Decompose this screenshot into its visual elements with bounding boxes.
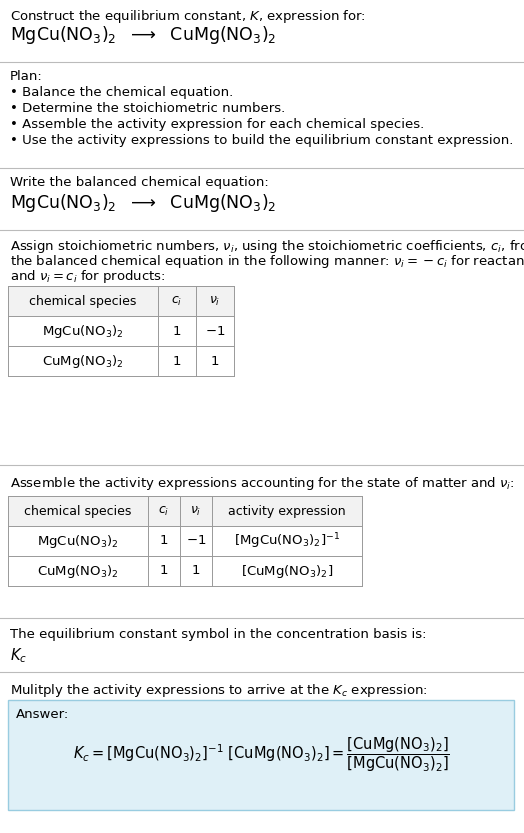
Text: • Balance the chemical equation.: • Balance the chemical equation. bbox=[10, 86, 233, 99]
Bar bbox=[8, 316, 234, 346]
Text: 1: 1 bbox=[173, 355, 181, 367]
Text: • Determine the stoichiometric numbers.: • Determine the stoichiometric numbers. bbox=[10, 102, 285, 115]
Text: $K_c$: $K_c$ bbox=[10, 646, 27, 665]
Text: Mulitply the activity expressions to arrive at the $K_c$ expression:: Mulitply the activity expressions to arr… bbox=[10, 682, 428, 699]
Text: 1: 1 bbox=[211, 355, 219, 367]
Text: MgCu(NO$_3$)$_2$  $\longrightarrow$  CuMg(NO$_3$)$_2$: MgCu(NO$_3$)$_2$ $\longrightarrow$ CuMg(… bbox=[10, 24, 277, 46]
Text: MgCu(NO$_3$)$_2$: MgCu(NO$_3$)$_2$ bbox=[42, 322, 124, 340]
Text: $\nu_i$: $\nu_i$ bbox=[209, 294, 221, 307]
Text: 1: 1 bbox=[173, 325, 181, 337]
Text: chemical species: chemical species bbox=[24, 505, 132, 517]
Text: CuMg(NO$_3$)$_2$: CuMg(NO$_3$)$_2$ bbox=[37, 562, 119, 580]
Text: • Assemble the activity expression for each chemical species.: • Assemble the activity expression for e… bbox=[10, 118, 424, 131]
Text: 1: 1 bbox=[160, 535, 168, 547]
Text: $-1$: $-1$ bbox=[205, 325, 225, 337]
Text: [CuMg(NO$_3$)$_2$]: [CuMg(NO$_3$)$_2$] bbox=[241, 562, 333, 580]
Bar bbox=[8, 496, 362, 526]
Text: [MgCu(NO$_3$)$_2$]$^{-1}$: [MgCu(NO$_3$)$_2$]$^{-1}$ bbox=[234, 531, 340, 551]
Text: chemical species: chemical species bbox=[29, 295, 137, 307]
Text: CuMg(NO$_3$)$_2$: CuMg(NO$_3$)$_2$ bbox=[42, 352, 124, 370]
Text: Assign stoichiometric numbers, $\nu_i$, using the stoichiometric coefficients, $: Assign stoichiometric numbers, $\nu_i$, … bbox=[10, 238, 524, 255]
Text: $c_i$: $c_i$ bbox=[171, 294, 183, 307]
Text: Plan:: Plan: bbox=[10, 70, 43, 83]
Text: MgCu(NO$_3$)$_2$: MgCu(NO$_3$)$_2$ bbox=[37, 532, 119, 550]
Text: Write the balanced chemical equation:: Write the balanced chemical equation: bbox=[10, 176, 269, 189]
Text: • Use the activity expressions to build the equilibrium constant expression.: • Use the activity expressions to build … bbox=[10, 134, 514, 147]
Text: 1: 1 bbox=[192, 565, 200, 577]
Text: $c_i$: $c_i$ bbox=[158, 505, 170, 517]
Text: The equilibrium constant symbol in the concentration basis is:: The equilibrium constant symbol in the c… bbox=[10, 628, 427, 641]
Bar bbox=[8, 526, 362, 556]
Text: and $\nu_i = c_i$ for products:: and $\nu_i = c_i$ for products: bbox=[10, 268, 166, 285]
Bar bbox=[8, 700, 514, 810]
Text: activity expression: activity expression bbox=[228, 505, 346, 517]
Bar bbox=[8, 346, 234, 376]
Text: $K_c = [\mathrm{MgCu(NO_3)_2}]^{-1}\ [\mathrm{CuMg(NO_3)_2}] = \dfrac{[\mathrm{C: $K_c = [\mathrm{MgCu(NO_3)_2}]^{-1}\ [\m… bbox=[73, 736, 450, 775]
Text: $\nu_i$: $\nu_i$ bbox=[190, 505, 202, 517]
Bar bbox=[8, 286, 234, 316]
Bar bbox=[8, 556, 362, 586]
Text: $-1$: $-1$ bbox=[186, 535, 206, 547]
Text: Answer:: Answer: bbox=[16, 708, 69, 721]
Text: Assemble the activity expressions accounting for the state of matter and $\nu_i$: Assemble the activity expressions accoun… bbox=[10, 475, 515, 492]
Text: the balanced chemical equation in the following manner: $\nu_i = -c_i$ for react: the balanced chemical equation in the fo… bbox=[10, 253, 524, 270]
Text: MgCu(NO$_3$)$_2$  $\longrightarrow$  CuMg(NO$_3$)$_2$: MgCu(NO$_3$)$_2$ $\longrightarrow$ CuMg(… bbox=[10, 192, 277, 214]
Text: 1: 1 bbox=[160, 565, 168, 577]
Text: Construct the equilibrium constant, $K$, expression for:: Construct the equilibrium constant, $K$,… bbox=[10, 8, 366, 25]
